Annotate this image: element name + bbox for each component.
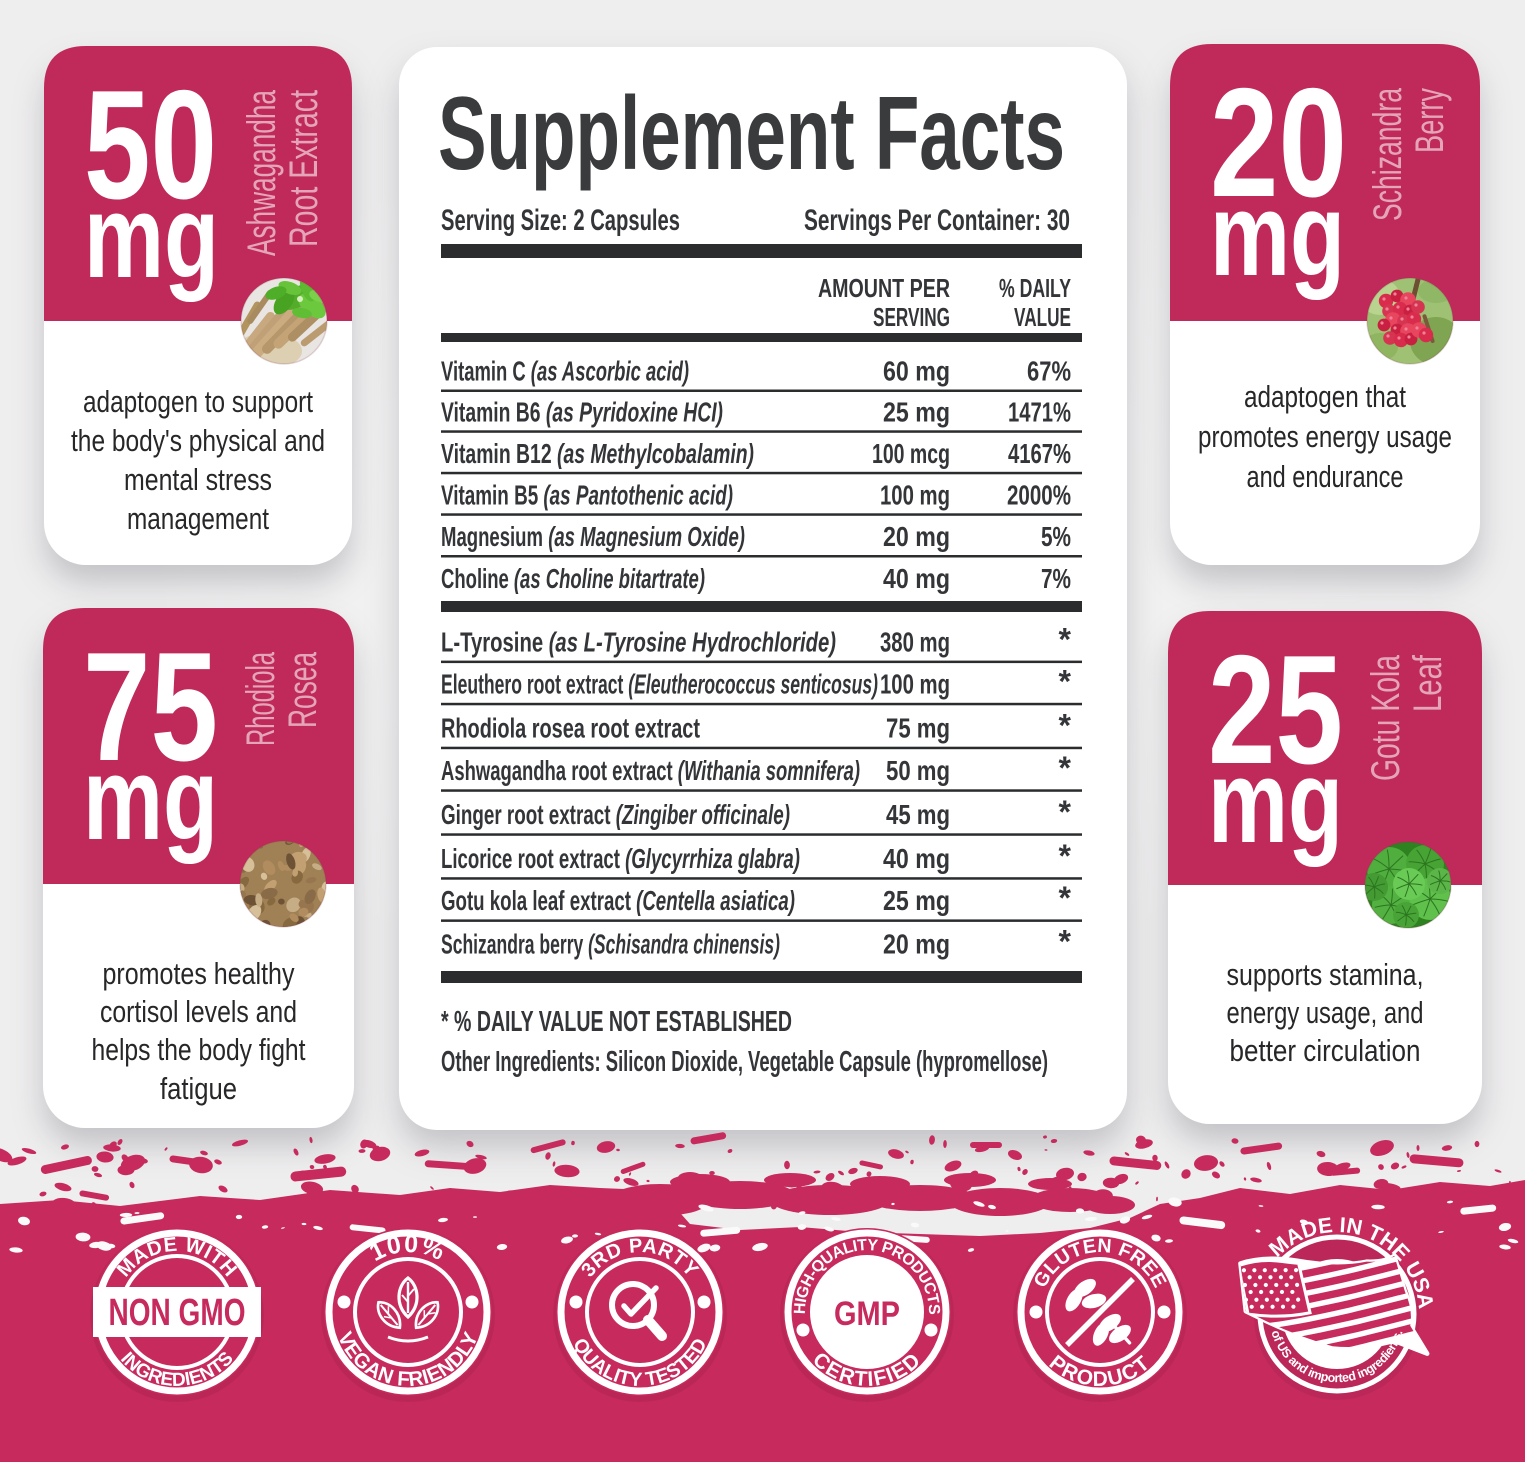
- svg-text:(Eleutherococcus senticosus): (Eleutherococcus senticosus): [628, 669, 878, 700]
- svg-text:mg: mg: [1210, 169, 1345, 301]
- svg-text:(Withania somnifera): (Withania somnifera): [678, 755, 860, 786]
- svg-text:50: 50: [84, 58, 217, 231]
- svg-text:60 mg: 60 mg: [883, 356, 950, 387]
- svg-text:(Schisandra chinensis): (Schisandra chinensis): [588, 929, 780, 960]
- svg-text:NON GMO: NON GMO: [109, 1292, 246, 1334]
- svg-text:4167%: 4167%: [1008, 438, 1071, 469]
- svg-text:(as L-Tyrosine Hydrochloride): (as L-Tyrosine Hydrochloride): [549, 626, 836, 657]
- svg-text:the body's physical and: the body's physical and: [71, 423, 325, 458]
- svg-text:*: *: [1059, 924, 1072, 960]
- svg-text:AMOUNT PER: AMOUNT PER: [818, 273, 950, 303]
- svg-text:VALUE: VALUE: [1014, 302, 1071, 332]
- svg-text:100 mcg: 100 mcg: [872, 438, 950, 469]
- svg-text:Rhodiola: Rhodiola: [239, 652, 283, 746]
- svg-text:20 mg: 20 mg: [883, 521, 950, 552]
- svg-text:100 mg: 100 mg: [880, 669, 950, 700]
- svg-text:25 mg: 25 mg: [883, 397, 950, 428]
- svg-text:*: *: [1059, 838, 1072, 874]
- svg-text:Schizandra berry: Schizandra berry: [441, 929, 584, 960]
- svg-text:SERVING: SERVING: [873, 302, 950, 332]
- svg-text:Ginger root extract: Ginger root extract: [441, 799, 611, 830]
- svg-text:50 mg: 50 mg: [886, 755, 950, 786]
- svg-text:1471%: 1471%: [1008, 397, 1071, 428]
- svg-text:(as Methylcobalamin): (as Methylcobalamin): [557, 438, 754, 469]
- svg-text:Gotu Kola: Gotu Kola: [1364, 654, 1408, 781]
- svg-text:cortisol levels and: cortisol levels and: [100, 994, 297, 1029]
- svg-text:*: *: [1059, 664, 1072, 700]
- svg-text:* % DAILY VALUE NOT ESTABLISHE: * % DAILY VALUE NOT ESTABLISHED: [441, 1006, 792, 1038]
- svg-text:*: *: [1059, 621, 1072, 657]
- svg-text:Rosea: Rosea: [281, 652, 325, 728]
- svg-text:(Zingiber officinale): (Zingiber officinale): [616, 799, 790, 830]
- svg-text:mg: mg: [83, 733, 218, 865]
- svg-text:Leaf: Leaf: [1406, 654, 1450, 712]
- svg-text:(Glycyrrhiza glabra): (Glycyrrhiza glabra): [625, 843, 800, 874]
- svg-text:helps the body fight: helps the body fight: [92, 1032, 306, 1067]
- svg-text:supports stamina,: supports stamina,: [1227, 957, 1424, 992]
- svg-text:Ashwagandha: Ashwagandha: [240, 90, 284, 256]
- svg-text:25 mg: 25 mg: [883, 885, 950, 916]
- svg-text:Serving Size: 2 Capsules: Serving Size: 2 Capsules: [441, 204, 680, 237]
- svg-text:Supplement Facts: Supplement Facts: [438, 76, 1065, 192]
- svg-text:(as Ascorbic acid): (as Ascorbic acid): [531, 356, 689, 387]
- svg-text:mental stress: mental stress: [124, 462, 272, 497]
- svg-text:75: 75: [83, 620, 218, 793]
- svg-text:Root Extract: Root Extract: [282, 90, 326, 247]
- svg-text:Gotu kola leaf extract: Gotu kola leaf extract: [441, 885, 631, 916]
- svg-text:Vitamin C: Vitamin C: [441, 356, 526, 387]
- svg-text:Vitamin B5: Vitamin B5: [441, 480, 538, 511]
- svg-text:40 mg: 40 mg: [883, 563, 950, 594]
- svg-text:40 mg: 40 mg: [883, 843, 950, 874]
- svg-text:Vitamin B6: Vitamin B6: [441, 397, 541, 428]
- svg-text:*: *: [1059, 794, 1072, 830]
- svg-text:*: *: [1059, 708, 1072, 744]
- svg-text:25: 25: [1208, 623, 1343, 796]
- svg-text:Eleuthero root extract: Eleuthero root extract: [441, 669, 623, 700]
- svg-text:45 mg: 45 mg: [886, 799, 950, 830]
- svg-text:adaptogen to support: adaptogen to support: [83, 384, 313, 419]
- svg-text:*: *: [1059, 880, 1072, 916]
- svg-text:Schizandra: Schizandra: [1366, 88, 1410, 221]
- svg-text:promotes healthy: promotes healthy: [103, 956, 295, 991]
- svg-text:(as Pantothenic acid): (as Pantothenic acid): [543, 480, 733, 511]
- svg-text:promotes energy usage: promotes energy usage: [1198, 419, 1452, 454]
- svg-text:7%: 7%: [1041, 563, 1071, 594]
- svg-text:100 mg: 100 mg: [880, 480, 950, 511]
- svg-text:Rhodiola rosea root extract: Rhodiola rosea root extract: [441, 713, 700, 744]
- svg-text:380 mg: 380 mg: [880, 626, 950, 657]
- svg-text:2000%: 2000%: [1007, 480, 1071, 511]
- svg-text:20: 20: [1210, 56, 1347, 229]
- svg-text:fatigue: fatigue: [160, 1071, 237, 1106]
- svg-text:mg: mg: [1208, 736, 1343, 868]
- svg-text:adaptogen that: adaptogen that: [1244, 379, 1406, 414]
- svg-text:*: *: [1059, 750, 1072, 786]
- svg-text:75 mg: 75 mg: [886, 713, 950, 744]
- svg-text:67%: 67%: [1027, 356, 1071, 387]
- svg-text:Ashwagandha root extract: Ashwagandha root extract: [441, 755, 673, 786]
- svg-text:% DAILY: % DAILY: [999, 273, 1071, 303]
- svg-text:Berry: Berry: [1408, 88, 1452, 153]
- svg-text:(Centella asiatica): (Centella asiatica): [636, 885, 795, 916]
- svg-text:Other Ingredients: Silicon Dio: Other Ingredients: Silicon Dioxide, Vege…: [441, 1046, 1048, 1078]
- svg-text:and endurance: and endurance: [1247, 459, 1404, 494]
- svg-text:5%: 5%: [1041, 521, 1071, 552]
- svg-text:(as Pyridoxine HCI): (as Pyridoxine HCI): [546, 397, 723, 428]
- svg-text:20 mg: 20 mg: [883, 929, 950, 960]
- svg-text:Licorice root extract: Licorice root extract: [441, 843, 620, 874]
- svg-text:Choline: Choline: [441, 563, 509, 594]
- svg-text:better circulation: better circulation: [1230, 1033, 1421, 1068]
- svg-text:(as Magnesium Oxide): (as Magnesium Oxide): [548, 521, 745, 552]
- svg-text:Vitamin B12: Vitamin B12: [441, 438, 552, 469]
- svg-text:L-Tyrosine: L-Tyrosine: [441, 626, 543, 657]
- svg-text:energy usage, and: energy usage, and: [1227, 995, 1424, 1030]
- svg-text:mg: mg: [84, 171, 219, 303]
- svg-text:(as Choline bitartrate): (as Choline bitartrate): [514, 563, 705, 594]
- svg-text:Servings Per Container: 30: Servings Per Container: 30: [804, 204, 1070, 237]
- svg-text:GMP: GMP: [834, 1295, 900, 1333]
- svg-text:management: management: [127, 501, 269, 536]
- svg-text:Magnesium: Magnesium: [441, 521, 543, 552]
